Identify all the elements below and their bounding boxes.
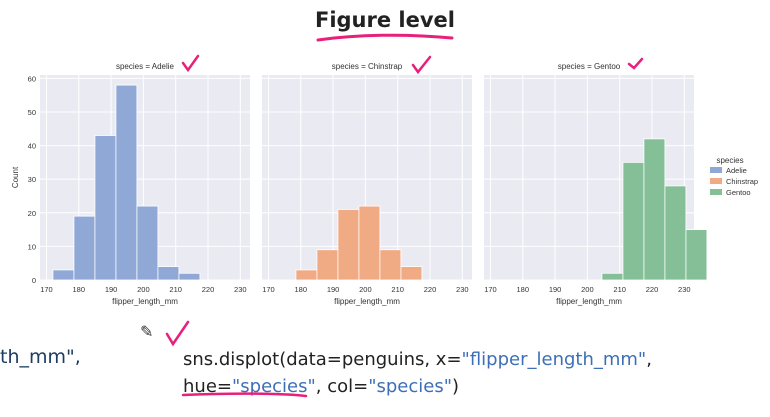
x-axis-label: flipper_length_mm <box>556 297 622 306</box>
x-tick-label: 220 <box>424 285 437 294</box>
code-fn: sns.displot(data=penguins, x= <box>183 349 462 370</box>
x-tick-label: 170 <box>40 285 53 294</box>
x-tick-label: 230 <box>456 285 469 294</box>
x-tick-label: 170 <box>484 285 497 294</box>
y-tick-label: 0 <box>32 276 36 285</box>
x-axis-label: flipper_length_mm <box>112 297 178 306</box>
facet-panel: species = Gentoo 170 180 190 200 210 220 230 fli… <box>484 62 708 306</box>
legend-label: Chinstrap <box>726 177 758 186</box>
histogram-bar <box>94 135 117 281</box>
x-tick-label: 230 <box>678 285 691 294</box>
histogram-bar <box>115 84 138 281</box>
x-tick-label: 200 <box>137 285 150 294</box>
histogram-bar <box>337 209 360 281</box>
histogram-bar <box>601 272 624 281</box>
legend-swatch <box>710 178 722 184</box>
histogram-bar <box>622 161 645 281</box>
check-mark-code <box>165 320 190 347</box>
code-string: "flipper_length_mm" <box>461 349 647 370</box>
x-tick-label: 200 <box>581 285 594 294</box>
histogram-bar <box>178 272 201 281</box>
histogram-bar <box>136 205 159 281</box>
facet-panel: species = Chinstrap 170 180 190 200 210 220 230… <box>262 62 472 306</box>
x-tick-label: 210 <box>391 285 404 294</box>
y-tick-label: 60 <box>28 74 36 83</box>
x-tick-label: 190 <box>105 285 118 294</box>
y-tick-label: 20 <box>28 209 36 218</box>
histogram-bar <box>73 215 96 281</box>
histogram-bar <box>379 249 402 281</box>
histogram-bar <box>664 185 687 281</box>
legend-swatch <box>710 167 722 173</box>
x-tick-label: 210 <box>613 285 626 294</box>
histogram-bar <box>316 249 339 281</box>
title-underline <box>316 33 454 42</box>
code-fragment-left: th_mm", <box>0 346 81 368</box>
histogram-bar <box>643 138 666 281</box>
code-snippet: sns.displot(data=penguins, x="flipper_le… <box>183 346 652 400</box>
legend-label: Gentoo <box>726 188 751 197</box>
x-tick-label: 190 <box>549 285 562 294</box>
legend-label: Adelie <box>726 166 747 175</box>
x-tick-label: 170 <box>262 285 275 294</box>
code-arg: , col= <box>315 376 369 397</box>
x-tick-label: 230 <box>234 285 247 294</box>
x-tick-label: 200 <box>359 285 372 294</box>
legend-title: species <box>716 156 743 165</box>
x-tick-label: 180 <box>295 285 308 294</box>
code-string: "species" <box>231 376 316 397</box>
code-line-1: sns.displot(data=penguins, x="flipper_le… <box>183 346 652 373</box>
panel-title: species = Chinstrap <box>332 62 403 71</box>
pencil-icon: ✎ <box>140 322 154 341</box>
y-tick-label: 50 <box>28 108 36 117</box>
code-punct: , <box>646 349 652 370</box>
histogram-bar <box>685 229 708 281</box>
x-axis-label: flipper_length_mm <box>334 297 400 306</box>
x-tick-label: 180 <box>73 285 86 294</box>
panel-title: species = Gentoo <box>558 62 621 71</box>
histogram-bar <box>157 266 180 281</box>
code-string: "species" <box>368 376 453 397</box>
facet-panel: species = Adelie 170 180 190 200 210 220 230 fli… <box>40 62 250 306</box>
slide-title: Figure level <box>314 8 455 32</box>
histogram-bar <box>52 269 75 281</box>
y-tick-label: 10 <box>28 242 36 251</box>
x-tick-label: 220 <box>646 285 659 294</box>
histogram-bar <box>295 269 318 281</box>
histogram-bar <box>358 205 381 281</box>
y-axis-label: Count <box>11 166 20 188</box>
x-tick-label: 180 <box>517 285 530 294</box>
legend-swatch <box>710 189 722 195</box>
x-tick-label: 210 <box>169 285 182 294</box>
x-tick-label: 220 <box>202 285 215 294</box>
y-tick-label: 40 <box>28 142 36 151</box>
histogram-bar <box>400 266 423 281</box>
code-arg: hue= <box>183 376 232 397</box>
y-tick-label: 30 <box>28 175 36 184</box>
code-line-2: hue="species", col="species") <box>183 373 652 400</box>
x-tick-label: 190 <box>327 285 340 294</box>
panel-title: species = Adelie <box>116 62 175 71</box>
code-punct: ) <box>452 376 460 397</box>
